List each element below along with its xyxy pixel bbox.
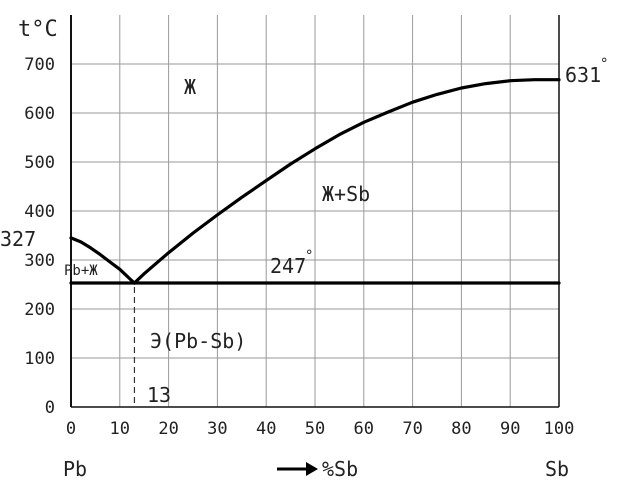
x-tick-label: 10	[110, 419, 130, 439]
y-tick-label: 500	[24, 153, 55, 173]
pb-liquid-region-label: Pb+Ж	[64, 263, 98, 279]
y-axis-label: t°C	[18, 17, 58, 42]
x-tick-label: 100	[544, 419, 575, 439]
series-lines	[69, 78, 561, 285]
y-tick-label: 100	[24, 349, 55, 369]
y-tick-label: 300	[24, 251, 55, 271]
x-tick-label: 0	[66, 419, 76, 439]
sb-melting-degree-symbol: °	[600, 56, 608, 72]
y-tick-label: 600	[24, 104, 55, 124]
y-tick-label: 200	[24, 300, 55, 320]
left-element-label: Pb	[63, 457, 87, 481]
y-tick-label: 700	[24, 55, 55, 75]
x-tick-label: 80	[451, 419, 471, 439]
x-tick-label: 30	[207, 419, 227, 439]
grid	[71, 15, 559, 407]
series-line-1	[69, 236, 136, 285]
x-tick-label: 40	[256, 419, 276, 439]
series-line-2	[132, 78, 561, 285]
eutectic-label: Э(Pb-Sb)	[150, 329, 246, 353]
sb-melting-point-label: 631	[565, 63, 601, 87]
arrow-icon	[277, 462, 318, 476]
liquid-sb-region-label: Ж+Sb	[322, 182, 370, 206]
eutectic-temperature-label: 247	[270, 254, 306, 278]
x-axis-label: %Sb	[322, 457, 358, 481]
pb-melting-point-label: 327	[0, 227, 36, 251]
y-tick-labels: 0 100 200 300 400 500 600 700	[24, 55, 55, 418]
x-tick-label: 50	[305, 419, 325, 439]
y-tick-label: 400	[24, 202, 55, 222]
x-tick-label: 90	[500, 419, 520, 439]
right-element-label: Sb	[545, 457, 569, 481]
liquid-region-label: Ж	[184, 75, 196, 99]
eutectic-temperature-degree-symbol: °	[305, 248, 313, 264]
x-tick-labels: 0 10 20 30 40 50 60 70 80 90 100	[66, 419, 574, 439]
y-tick-label: 0	[45, 398, 55, 418]
x-tick-label: 70	[402, 419, 422, 439]
eutectic-composition-label: 13	[147, 383, 171, 407]
x-tick-label: 60	[354, 419, 374, 439]
x-tick-label: 20	[158, 419, 178, 439]
